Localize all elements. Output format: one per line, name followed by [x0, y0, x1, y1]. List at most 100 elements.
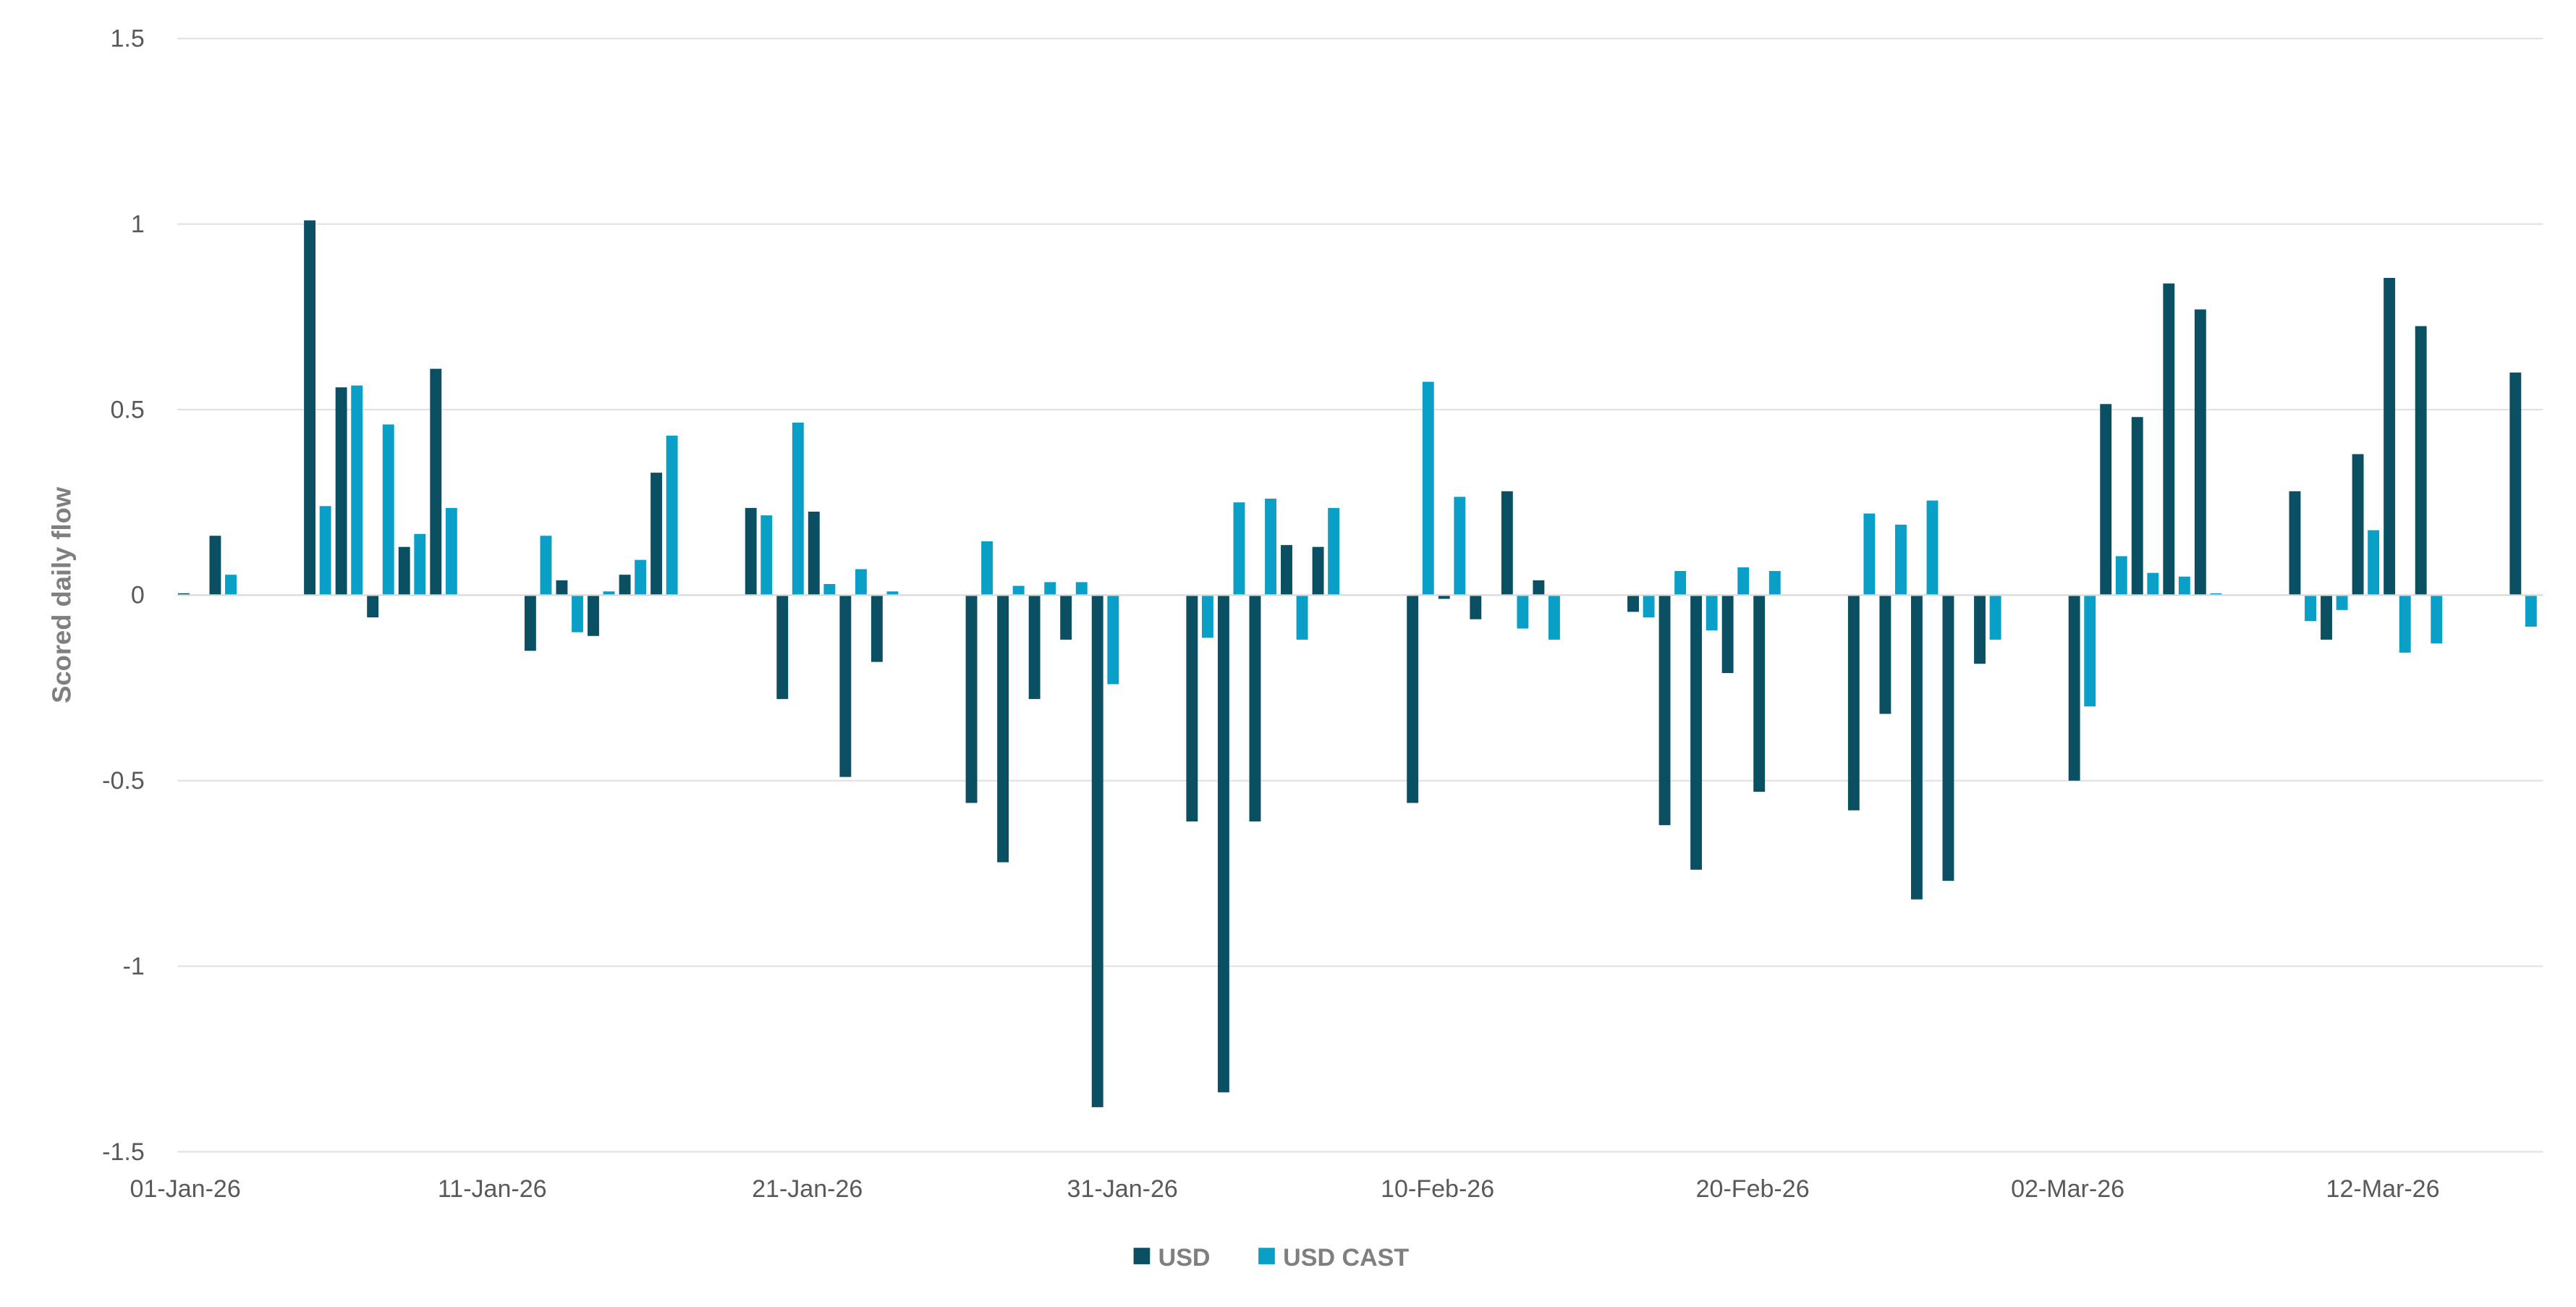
bar-usd — [2289, 491, 2301, 596]
legend-label-usd: USD — [1158, 1244, 1211, 1272]
x-tick-label: 10-Feb-26 — [1381, 1175, 1494, 1203]
bar-usd — [1690, 595, 1703, 870]
bar-usd — [997, 595, 1009, 863]
bar-usd-cast — [1012, 585, 1025, 596]
bar-usd — [588, 595, 599, 636]
bar-usd-cast — [2336, 595, 2348, 610]
bar-usd-cast — [666, 435, 678, 596]
bar-usd — [808, 511, 820, 596]
bar-usd — [1407, 595, 1419, 803]
bar-usd-cast — [1265, 499, 1276, 596]
bar-usd — [965, 595, 978, 803]
bar-usd-cast — [635, 559, 647, 596]
bar-usd-cast — [886, 591, 899, 596]
x-tick-label: 12-Mar-26 — [2326, 1175, 2440, 1203]
bar-usd-cast — [1233, 502, 1245, 596]
bar-usd — [1753, 595, 1766, 792]
bar-usd — [1847, 595, 1860, 811]
bar-usd-cast — [1768, 571, 1781, 596]
bar-usd-cast — [540, 536, 552, 596]
legend: USD USD CAST — [1133, 1244, 1409, 1272]
bar-usd — [1312, 546, 1324, 596]
bar-usd — [1942, 595, 1954, 881]
bar-usd — [1501, 491, 1513, 596]
bar-usd-cast — [2178, 576, 2190, 596]
bar-usd — [619, 575, 631, 596]
bar-usd — [1217, 595, 1229, 1093]
bar-usd-cast — [760, 515, 773, 596]
bar-usd — [2100, 404, 2112, 596]
bar-usd-cast — [1863, 513, 1876, 596]
bar-usd — [1438, 595, 1450, 599]
bar-usd — [1533, 580, 1545, 596]
legend-swatch-usd — [1133, 1248, 1151, 1264]
bar-usd — [1658, 595, 1671, 826]
bar-usd-cast — [445, 507, 457, 596]
bar-usd-cast — [981, 541, 993, 596]
bar-usd-cast — [1548, 595, 1560, 640]
bar-usd — [524, 595, 536, 651]
y-tick-label: -0.5 — [102, 767, 145, 795]
bar-usd — [1186, 595, 1198, 822]
bar-usd — [1091, 595, 1103, 1107]
bar-usd — [2194, 309, 2206, 596]
bar-usd-cast — [1643, 595, 1655, 618]
x-tick-label: 02-Mar-26 — [2011, 1175, 2124, 1203]
bar-usd-cast — [1989, 595, 2001, 640]
x-tick-label: 20-Feb-26 — [1696, 1175, 1810, 1203]
bar-usd-cast — [1674, 571, 1687, 596]
bar-usd-cast — [319, 506, 331, 596]
bar-usd — [745, 507, 757, 596]
bar-usd — [304, 220, 316, 596]
bar-usd-cast — [1895, 524, 1907, 596]
bar-usd — [556, 580, 568, 596]
bar-usd — [2131, 417, 2143, 596]
bar-usd-cast — [572, 595, 583, 633]
bar-usd-cast — [823, 583, 836, 596]
bar-usd — [2509, 372, 2522, 596]
bar-usd — [2068, 595, 2080, 781]
bar-usd — [1627, 595, 1639, 612]
y-tick-label: 1 — [131, 211, 145, 238]
bar-usd — [398, 546, 410, 596]
bar-usd-cast — [2147, 572, 2159, 596]
bar-usd — [209, 536, 221, 596]
bar-usd — [1974, 595, 1986, 664]
bar-usd — [2384, 277, 2396, 596]
bar-usd-cast — [1926, 500, 1939, 596]
y-tick-label: -1.5 — [102, 1138, 145, 1166]
bar-usd — [1879, 595, 1891, 714]
bar-usd — [1721, 595, 1734, 674]
bar-usd-cast — [1737, 567, 1750, 596]
y-axis-ticks: 1.5 1 0.5 0 -0.5 -1 -1.5 — [102, 25, 145, 1166]
bar-usd — [1060, 595, 1072, 640]
bar-usd-cast — [1517, 595, 1529, 629]
y-tick-label: 0 — [131, 582, 145, 609]
bar-usd-cast — [225, 575, 237, 596]
x-tick-label: 31-Jan-26 — [1067, 1175, 1178, 1203]
bar-usd-cast — [2431, 595, 2443, 644]
bar-usd — [2352, 454, 2364, 596]
bar-usd — [430, 368, 442, 596]
bars — [177, 220, 2537, 1107]
bar-usd-cast — [603, 591, 615, 596]
bar-usd — [1281, 545, 1292, 596]
bar-usd-cast — [1296, 595, 1308, 640]
bar-usd-cast — [792, 422, 804, 596]
bar-usd-cast — [351, 385, 363, 596]
bar-usd-cast — [382, 424, 394, 596]
bar-usd-cast — [2084, 595, 2096, 707]
bar-usd-cast — [1044, 582, 1056, 596]
bar-usd-cast — [1107, 595, 1119, 685]
bar-usd-cast — [1328, 507, 1340, 596]
bar-usd-cast — [2210, 593, 2222, 596]
bar-usd — [651, 473, 663, 596]
bar-usd — [1910, 595, 1923, 900]
bar-usd-cast — [2399, 595, 2411, 653]
bar-usd — [2163, 283, 2175, 596]
legend-swatch-usd-cast — [1258, 1248, 1275, 1264]
gridlines — [177, 38, 2543, 1153]
bar-usd-cast — [1201, 595, 1213, 638]
bar-usd-cast — [1422, 381, 1434, 596]
bar-usd — [2415, 326, 2427, 596]
